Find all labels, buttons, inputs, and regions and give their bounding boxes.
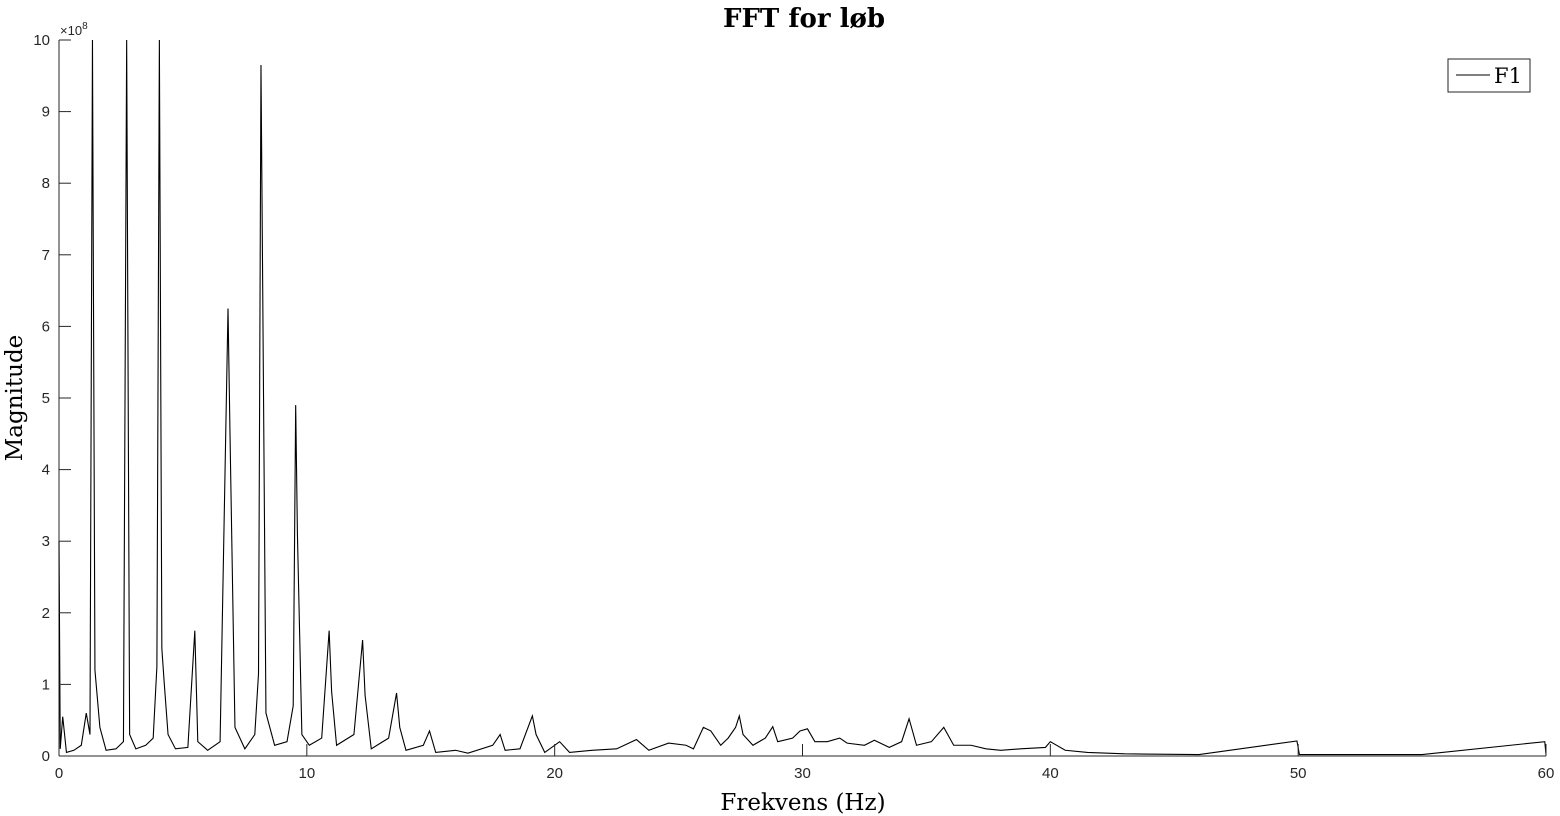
legend-label-f1: F1 [1494, 64, 1522, 88]
y-tick-label: 3 [42, 533, 50, 550]
y-tick-label: 2 [42, 605, 50, 622]
y-exponent-label: ×108 [60, 21, 88, 38]
x-tick-label: 0 [55, 765, 63, 782]
y-axis-label: Magnitude [2, 335, 28, 462]
chart-title: FFT for løb [723, 4, 885, 34]
y-axis: 0 1 2 3 4 5 6 7 8 9 10 [33, 32, 71, 765]
x-axis-label: Frekvens (Hz) [720, 790, 885, 816]
x-tick-label: 60 [1538, 765, 1555, 782]
y-tick-label: 4 [42, 462, 50, 479]
y-tick-label: 0 [42, 748, 50, 765]
x-tick-label: 50 [1290, 765, 1307, 782]
x-tick-label: 10 [298, 765, 315, 782]
y-tick-label: 7 [42, 247, 50, 264]
y-tick-label: 5 [42, 390, 50, 407]
legend: F1 [1447, 58, 1531, 93]
series-line-f1 [58, 39, 1547, 756]
y-tick-label: 1 [42, 676, 50, 693]
y-tick-label: 10 [33, 32, 50, 49]
x-tick-label: 40 [1042, 765, 1059, 782]
y-tick-label: 8 [42, 175, 50, 192]
y-tick-label: 6 [42, 318, 50, 335]
plot-area [58, 39, 1547, 757]
x-tick-label: 30 [794, 765, 811, 782]
x-tick-label: 20 [546, 765, 563, 782]
x-axis: 0 10 20 30 40 50 60 [55, 744, 1555, 782]
y-tick-label: 9 [42, 104, 50, 121]
